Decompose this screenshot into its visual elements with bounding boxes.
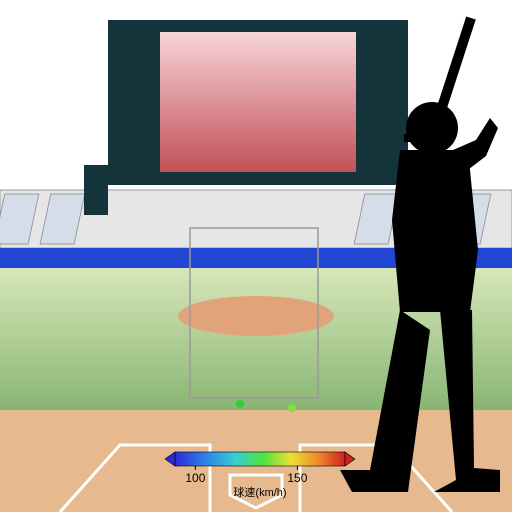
legend-gradient-bar <box>175 452 345 466</box>
pitchers-mound <box>178 296 334 336</box>
legend-tick-label: 150 <box>287 471 307 485</box>
legend-axis-label: 球速(km/h) <box>233 485 286 499</box>
scoreboard-screen <box>160 32 356 172</box>
chart-svg: 100 150 球速(km/h) <box>0 0 512 512</box>
legend-tick-label: 100 <box>185 471 205 485</box>
pitch-location-chart: 100 150 球速(km/h) <box>0 0 512 512</box>
